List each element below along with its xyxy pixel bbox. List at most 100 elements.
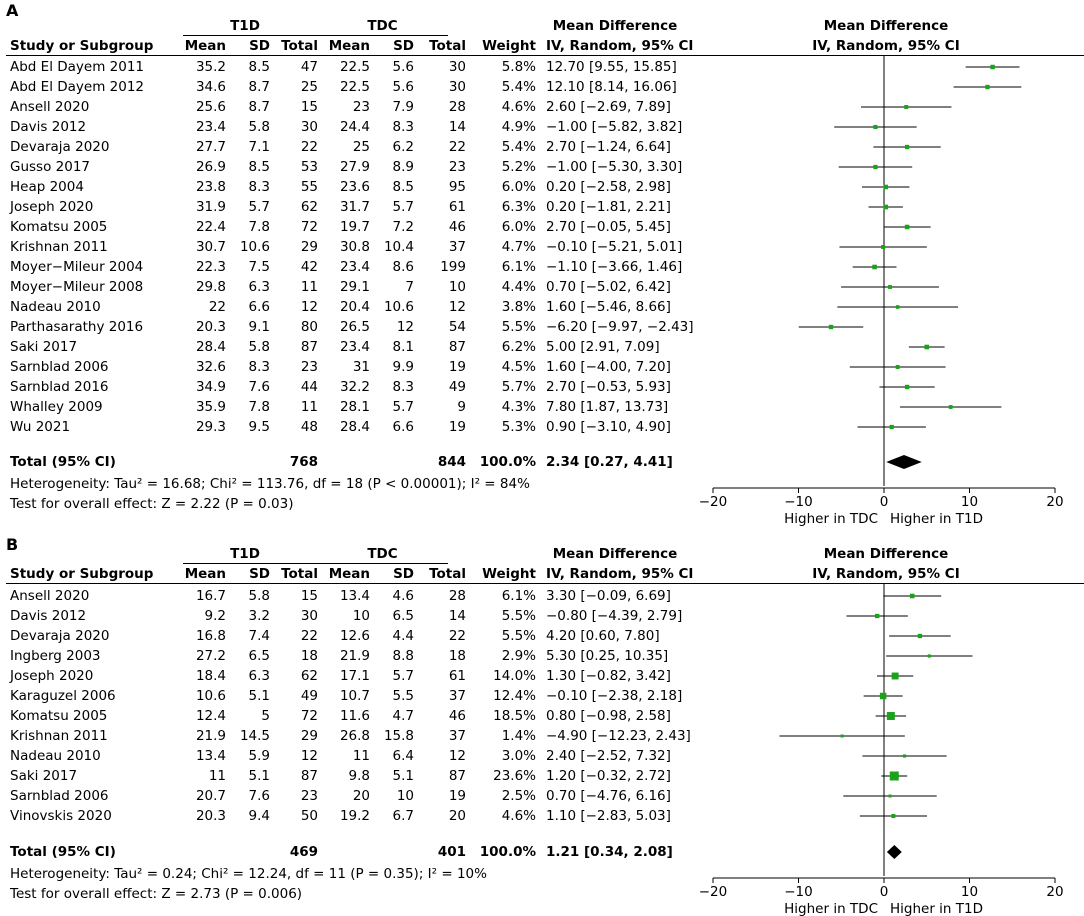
cell-tdc-sd: 4.4	[392, 628, 414, 644]
cell-t1d-total: 62	[300, 199, 318, 215]
point-estimate-marker	[881, 244, 886, 250]
cell-study: Vinovskis 2020	[10, 808, 112, 824]
t1d-mean-header: Mean	[184, 566, 226, 582]
cell-t1d-total: 12	[300, 299, 318, 315]
cell-tdc-total: 46	[448, 708, 466, 724]
cell-t1d-mean: 20.3	[195, 808, 226, 824]
point-estimate-marker	[840, 734, 844, 738]
cell-tdc-mean: 21.9	[339, 648, 370, 664]
cell-t1d-total: 11	[300, 279, 318, 295]
cell-t1d-total: 62	[300, 668, 318, 684]
cell-study: Davis 2012	[10, 608, 87, 624]
cell-tdc-mean: 29.1	[339, 279, 370, 295]
point-estimate-marker	[879, 692, 887, 700]
cell-tdc-sd: 6.2	[392, 139, 414, 155]
cell-tdc-sd: 8.9	[392, 159, 414, 175]
cell-weight: 5.8%	[501, 59, 536, 75]
cell-t1d-sd: 7.5	[248, 259, 270, 275]
x-label-left: Higher in TDC	[784, 901, 878, 916]
cell-t1d-total: 49	[300, 688, 318, 704]
cell-weight: 4.3%	[501, 399, 536, 415]
cell-tdc-sd: 5.7	[392, 199, 414, 215]
total-tdc-n: 401	[437, 844, 466, 860]
t1d-total-header: Total	[281, 38, 318, 54]
cell-t1d-sd: 7.8	[248, 219, 270, 235]
cell-tdc-mean: 28.1	[339, 399, 370, 415]
cell-ci: 1.10 [−2.83, 5.03]	[546, 808, 671, 824]
cell-tdc-mean: 11.6	[339, 708, 370, 724]
cell-t1d-sd: 5	[261, 708, 270, 724]
tdc-group-header: TDC	[367, 546, 398, 562]
cell-study: Komatsu 2005	[10, 219, 108, 235]
cell-tdc-mean: 30.8	[339, 239, 370, 255]
cell-weight: 4.6%	[501, 99, 536, 115]
cell-t1d-total: 50	[300, 808, 318, 824]
cell-ci: −6.20 [−9.97, −2.43]	[546, 319, 694, 335]
point-estimate-marker	[891, 814, 896, 818]
x-tick-label: 0	[880, 884, 889, 900]
cell-study: Sarnblad 2016	[10, 379, 109, 395]
cell-ci: 12.70 [9.55, 15.85]	[546, 59, 677, 75]
cell-ci: 1.30 [−0.82, 3.42]	[546, 668, 671, 684]
cell-t1d-mean: 23.4	[195, 119, 226, 135]
cell-t1d-total: 44	[300, 379, 318, 395]
tdc-sd-header: SD	[393, 38, 414, 54]
cell-t1d-mean: 16.7	[195, 588, 226, 604]
header-rule	[6, 583, 1084, 584]
cell-t1d-total: 72	[300, 708, 318, 724]
cell-tdc-mean: 17.1	[339, 668, 370, 684]
cell-t1d-total: 22	[300, 628, 318, 644]
cell-tdc-total: 30	[448, 59, 466, 75]
cell-tdc-total: 37	[448, 728, 466, 744]
cell-ci: 3.30 [−0.09, 6.69]	[546, 588, 671, 604]
cell-t1d-sd: 6.3	[248, 668, 270, 684]
cell-study: Karaguzel 2006	[10, 688, 116, 704]
cell-ci: 7.80 [1.87, 13.73]	[546, 399, 669, 415]
cell-tdc-total: 49	[448, 379, 466, 395]
cell-tdc-total: 46	[448, 219, 466, 235]
cell-t1d-sd: 9.1	[248, 319, 270, 335]
cell-t1d-total: 55	[300, 179, 318, 195]
cell-study: Joseph 2020	[10, 668, 94, 684]
cell-tdc-sd: 8.6	[392, 259, 414, 275]
tdc-mean-header: Mean	[328, 566, 370, 582]
cell-ci: 2.60 [−2.69, 7.89]	[546, 99, 671, 115]
x-tick-label: −20	[699, 494, 728, 510]
tdc-total-header: Total	[429, 566, 466, 582]
cell-tdc-mean: 9.8	[348, 768, 370, 784]
cell-tdc-sd: 7	[405, 279, 414, 295]
cell-t1d-total: 23	[300, 788, 318, 804]
md-group-header: Mean Difference	[552, 546, 678, 562]
cell-study: Moyer−Mileur 2008	[10, 279, 144, 295]
cell-weight: 5.5%	[501, 608, 536, 624]
cell-tdc-total: 12	[448, 748, 466, 764]
cell-ci: 2.40 [−2.52, 7.32]	[546, 748, 671, 764]
cell-study: Abd El Dayem 2012	[10, 79, 144, 95]
cell-t1d-sd: 7.8	[248, 399, 270, 415]
cell-tdc-sd: 7.9	[392, 99, 414, 115]
x-label-right: Higher in T1D	[890, 901, 983, 916]
cell-t1d-total: 25	[300, 79, 318, 95]
cell-t1d-mean: 22	[208, 299, 226, 315]
cell-tdc-sd: 10.6	[383, 299, 414, 315]
cell-t1d-total: 80	[300, 319, 318, 335]
cell-study: Ansell 2020	[10, 99, 90, 115]
heterogeneity-text: Heterogeneity: Tau² = 16.68; Chi² = 113.…	[10, 476, 530, 492]
cell-t1d-mean: 25.6	[195, 99, 226, 115]
tdc-group-header: TDC	[367, 18, 398, 34]
cell-t1d-mean: 35.2	[195, 59, 226, 75]
total-label: Total (95% CI)	[10, 844, 116, 860]
cell-tdc-total: 10	[448, 279, 466, 295]
point-estimate-marker	[948, 405, 953, 409]
cell-t1d-mean: 35.9	[195, 399, 226, 415]
cell-t1d-mean: 34.6	[195, 79, 226, 95]
plot-title: Mean Difference	[824, 546, 949, 562]
cell-ci: 5.30 [0.25, 10.35]	[546, 648, 669, 664]
cell-t1d-total: 18	[300, 648, 318, 664]
cell-tdc-total: 20	[448, 808, 466, 824]
cell-t1d-sd: 5.8	[248, 119, 270, 135]
cell-t1d-mean: 11	[208, 768, 226, 784]
forest-plot: Mean Difference IV, Random, 95% CI −20 −1…	[699, 18, 1064, 527]
cell-tdc-total: 37	[448, 688, 466, 704]
cell-t1d-mean: 20.3	[195, 319, 226, 335]
